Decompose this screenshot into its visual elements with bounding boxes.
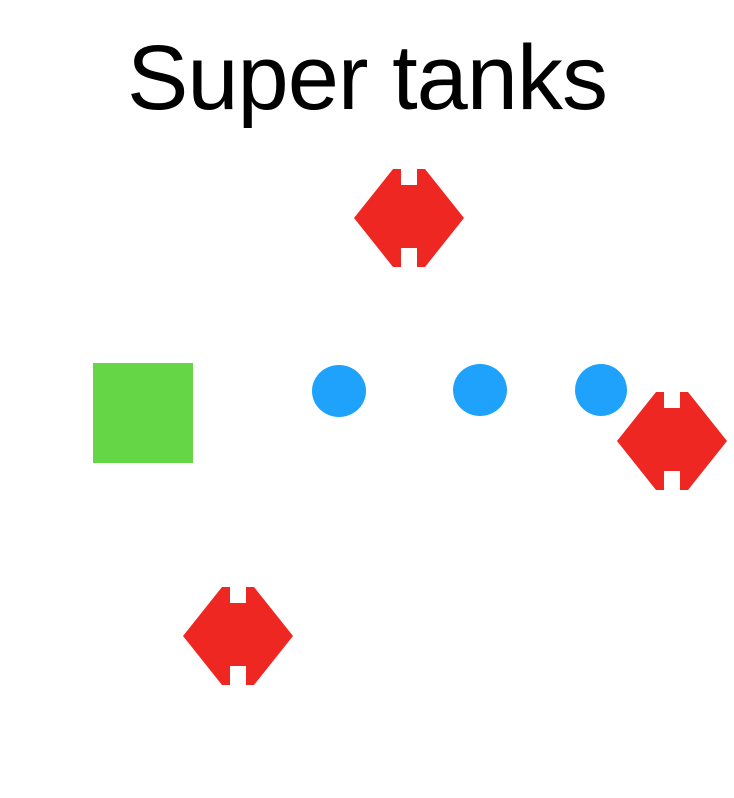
enemy-tank-1: [354, 169, 464, 267]
enemy-tank-body: [354, 169, 464, 267]
enemy-tank-body: [617, 392, 727, 490]
projectile-2: [453, 364, 507, 416]
projectile-3: [575, 364, 627, 416]
enemy-tank-2: [617, 392, 727, 490]
game-title: Super tanks: [127, 27, 608, 129]
enemy-tank-3: [183, 587, 293, 685]
projectile-1: [312, 365, 366, 417]
enemy-tank-body: [183, 587, 293, 685]
player-tank: [93, 363, 193, 463]
